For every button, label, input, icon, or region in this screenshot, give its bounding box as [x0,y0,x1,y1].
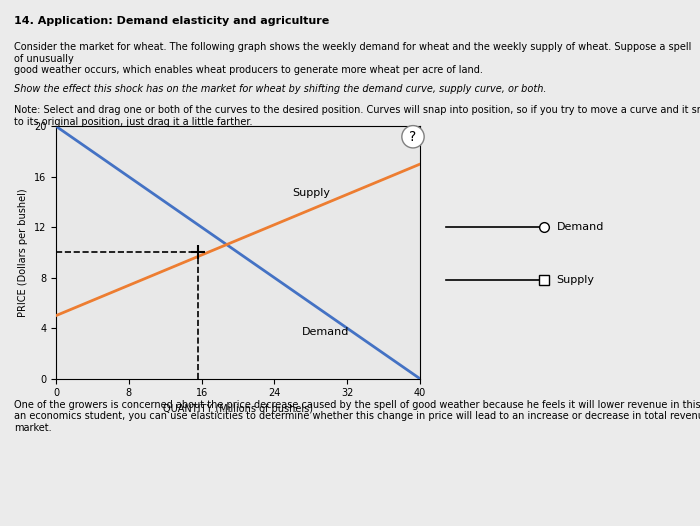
Text: Show the effect this shock has on the market for wheat by shifting the demand cu: Show the effect this shock has on the ma… [14,84,547,94]
Text: Supply: Supply [556,275,594,285]
X-axis label: QUANTITY (Millions of bushels): QUANTITY (Millions of bushels) [163,404,313,414]
Text: 14. Application: Demand elasticity and agriculture: 14. Application: Demand elasticity and a… [14,16,329,26]
Text: ?: ? [410,130,416,144]
Text: Consider the market for wheat. The following graph shows the weekly demand for w: Consider the market for wheat. The follo… [14,42,692,75]
Text: Note: Select and drag one or both of the curves to the desired position. Curves : Note: Select and drag one or both of the… [14,105,700,127]
Text: Demand: Demand [556,222,604,232]
Text: Supply: Supply [293,188,330,198]
Text: One of the growers is concerned about the price decrease caused by the spell of : One of the growers is concerned about th… [14,400,700,433]
Text: Demand: Demand [302,327,349,337]
Y-axis label: PRICE (Dollars per bushel): PRICE (Dollars per bushel) [18,188,28,317]
